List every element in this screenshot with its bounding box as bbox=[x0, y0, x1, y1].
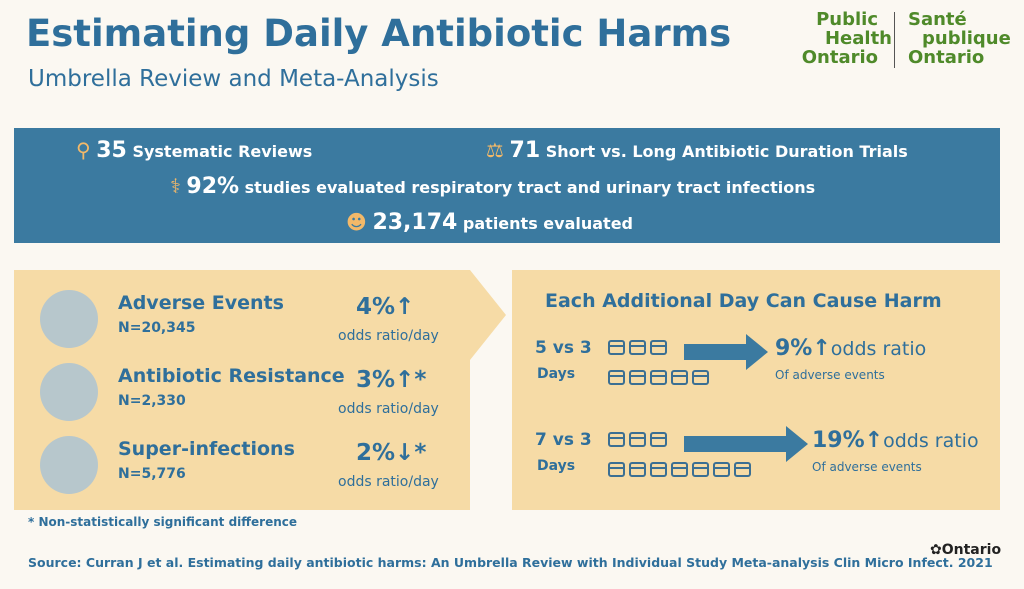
calendar-icon bbox=[629, 432, 646, 447]
comparison-days: Days bbox=[537, 366, 576, 382]
logo-en: Public Health Ontario bbox=[801, 9, 892, 68]
logo-line: Public bbox=[816, 9, 878, 30]
stat: ⚕ 92% studies evaluated respiratory trac… bbox=[170, 174, 816, 199]
calendar-icon bbox=[608, 370, 625, 385]
comparison-change: 9%↑ bbox=[775, 336, 831, 361]
outcome-change: 3%↑* bbox=[356, 367, 427, 393]
title: Estimating Daily Antibiotic Harms bbox=[26, 12, 732, 55]
calendar-icon bbox=[608, 432, 625, 447]
logo-line: Santé bbox=[908, 9, 967, 30]
logo-fr: Santé publique Ontario bbox=[908, 10, 1011, 67]
calendar-icon bbox=[692, 370, 709, 385]
outcome-change: 2%↓* bbox=[356, 440, 427, 466]
stat-value: 35 bbox=[96, 138, 127, 163]
source: Source: Curran J et al. Estimating daily… bbox=[28, 555, 993, 570]
outcome-name: Adverse Events bbox=[118, 292, 284, 314]
logo-line: Health bbox=[824, 28, 892, 49]
stat-label: studies evaluated respiratory tract and … bbox=[244, 178, 816, 197]
harm-title: Each Additional Day Can Cause Harm bbox=[545, 290, 942, 312]
stat: ⚖ 71 Short vs. Long Antibiotic Duration … bbox=[486, 138, 908, 163]
outcome-n: N=20,345 bbox=[118, 320, 196, 336]
stat-label: patients evaluated bbox=[462, 214, 633, 233]
outcome-unit: odds ratio/day bbox=[338, 474, 439, 490]
logo-line: publique bbox=[922, 28, 1011, 49]
logo-line: Ontario bbox=[801, 47, 878, 68]
icon bbox=[40, 363, 98, 421]
calendar-row bbox=[608, 340, 671, 359]
stats-band bbox=[14, 128, 1000, 243]
outcome-unit: odds ratio/day bbox=[338, 401, 439, 417]
calendar-icon bbox=[692, 462, 709, 477]
comparison-label: 5 vs 3 bbox=[535, 338, 592, 358]
comparison-note: Of adverse events bbox=[812, 460, 922, 474]
comparison-change: 19%↑ bbox=[812, 428, 884, 453]
comparison-note: Of adverse events bbox=[775, 368, 885, 382]
outcome-unit: odds ratio/day bbox=[338, 328, 439, 344]
calendar-icon bbox=[650, 432, 667, 447]
calendar-icon bbox=[650, 370, 667, 385]
comparison-unit: odds ratio bbox=[883, 430, 979, 452]
comparison-result: 9%↑odds ratio bbox=[775, 336, 926, 361]
calendar-icon bbox=[650, 340, 667, 355]
calendar-icon bbox=[734, 462, 751, 477]
footer-logo: ✿Ontario bbox=[930, 542, 1002, 558]
calendar-row bbox=[608, 432, 671, 451]
calendar-row bbox=[608, 462, 755, 481]
stat-value: 71 bbox=[509, 138, 541, 163]
logo-line: Ontario bbox=[908, 47, 985, 68]
footer-logo-text: Ontario bbox=[941, 542, 1002, 558]
icon bbox=[40, 436, 98, 494]
stat-value: 23,174 bbox=[372, 210, 458, 235]
left-panel bbox=[14, 270, 506, 510]
subtitle: Umbrella Review and Meta-Analysis bbox=[28, 66, 439, 92]
stat: ⚲ 35 Systematic Reviews bbox=[76, 138, 313, 163]
calendar-icon bbox=[671, 370, 688, 385]
calendar-icon bbox=[713, 462, 730, 477]
calendar-icon bbox=[650, 462, 667, 477]
calendar-icon bbox=[608, 462, 625, 477]
comparison-days: Days bbox=[537, 458, 576, 474]
outcome-change: 4%↑ bbox=[356, 294, 415, 320]
panel-shape bbox=[14, 270, 506, 510]
calendar-row bbox=[608, 370, 713, 389]
stat: ☻ 23,174 patients evaluated bbox=[346, 210, 633, 235]
calendar-icon bbox=[629, 462, 646, 477]
calendar-icon bbox=[671, 462, 688, 477]
stat-label: Systematic Reviews bbox=[132, 142, 313, 161]
arrow bbox=[684, 426, 808, 462]
footnote: * Non-statistically significant differen… bbox=[28, 515, 297, 529]
outcome-name: Super-infections bbox=[118, 438, 295, 460]
stat-label: Short vs. Long Antibiotic Duration Trial… bbox=[545, 142, 908, 161]
outcome-name: Antibiotic Resistance bbox=[118, 365, 345, 387]
calendar-icon bbox=[629, 340, 646, 355]
icon bbox=[40, 290, 98, 348]
logo: Public Health Ontario Santé publique Ontario bbox=[770, 10, 1020, 70]
right-panel bbox=[512, 270, 1000, 510]
comparison-result: 19%↑odds ratio bbox=[812, 428, 979, 453]
outcome-n: N=2,330 bbox=[118, 393, 186, 409]
comparison-unit: odds ratio bbox=[830, 338, 927, 360]
calendar-icon bbox=[608, 340, 625, 355]
calendar-icon bbox=[629, 370, 646, 385]
stat-value: 92% bbox=[186, 174, 240, 199]
logo-divider bbox=[894, 12, 895, 68]
outcome-n: N=5,776 bbox=[118, 466, 186, 482]
arrow bbox=[684, 334, 768, 370]
comparison-label: 7 vs 3 bbox=[535, 430, 592, 450]
